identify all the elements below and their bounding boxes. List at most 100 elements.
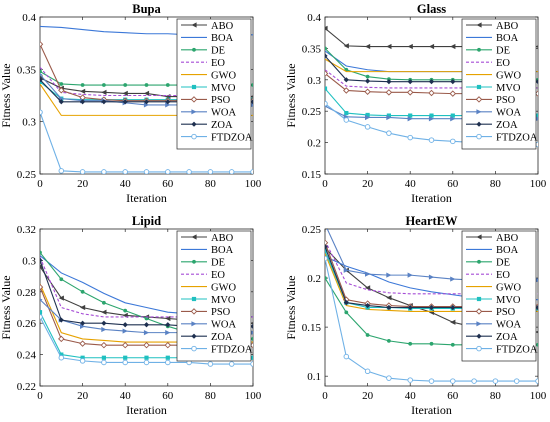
data-point-zoa <box>343 77 349 83</box>
data-point-woa <box>343 267 349 273</box>
data-point-mvo <box>59 352 64 357</box>
x-tick-label: 40 <box>405 178 417 190</box>
data-point-de <box>144 316 149 321</box>
legend-box <box>176 230 252 362</box>
x-axis-label: Iteration <box>126 403 167 417</box>
data-point-de <box>251 337 253 341</box>
data-point-de <box>123 83 128 87</box>
x-tick-label: 60 <box>162 390 174 402</box>
data-point-ftdzoa <box>40 314 43 320</box>
data-point-pso <box>100 341 108 349</box>
legend-label-de: DE <box>496 258 510 269</box>
data-point-mvo <box>450 113 455 118</box>
data-point-abo <box>407 43 413 50</box>
data-point-abo <box>250 95 253 98</box>
data-point-ftdzoa <box>471 378 477 384</box>
data-point-zoa <box>165 322 171 328</box>
chart-panel-bupa: Bupa Fitness Value Iteration 0 20 40 60 80 10… <box>0 2 262 205</box>
data-point-mvo <box>40 310 43 315</box>
legend-marker-de <box>477 259 481 264</box>
legend-label-zoa: ZOA <box>211 332 233 343</box>
legend-label-de: DE <box>211 46 225 57</box>
data-point-zoa <box>325 53 328 59</box>
legend-label-mvo: MVO <box>496 295 521 306</box>
data-point-pso <box>428 89 435 97</box>
y-tick-label: 0.15 <box>302 169 322 181</box>
data-point-ftdzoa <box>143 359 150 366</box>
legend-marker-woa <box>191 321 197 327</box>
data-point-de <box>325 46 327 51</box>
legend-marker-pso <box>475 308 483 315</box>
legend-label-de: DE <box>211 258 225 269</box>
legend-label-gwo: GWO <box>211 70 236 81</box>
x-tick-label: 60 <box>162 178 174 190</box>
data-point-pso <box>40 40 44 48</box>
data-point-de <box>365 333 370 337</box>
legend-box <box>176 18 252 150</box>
legend-label-mvo: MVO <box>211 295 236 306</box>
legend-label-ftdzoa: FTDZOA <box>496 344 538 355</box>
y-tick-label: 0.35 <box>302 43 322 55</box>
legend-label-woa: WOA <box>211 108 236 119</box>
y-tick-label: 0.3 <box>22 117 36 129</box>
data-point-abo <box>80 88 86 94</box>
data-point-mvo <box>80 355 85 360</box>
x-tick-label: 40 <box>120 178 132 190</box>
legend-marker-zoa <box>191 333 197 339</box>
x-axis-label: Iteration <box>411 403 452 417</box>
data-point-woa <box>407 272 413 278</box>
data-point-ftdzoa <box>40 109 43 115</box>
legend-box <box>461 230 537 362</box>
y-tick-label: 0.2 <box>307 138 321 150</box>
data-point-mvo <box>101 355 106 360</box>
data-point-abo <box>535 45 538 48</box>
x-tick-label: 100 <box>530 390 547 402</box>
data-point-woa <box>40 73 43 76</box>
data-point-ftdzoa <box>428 378 435 384</box>
x-tick-label: 0 <box>322 178 328 190</box>
legend-label-woa: WOA <box>496 108 521 119</box>
y-tick-label: 0.35 <box>17 64 37 76</box>
y-tick-label: 0.4 <box>307 12 321 24</box>
y-tick-label: 0.25 <box>302 224 322 236</box>
legend-label-woa: WOA <box>211 320 236 331</box>
x-tick-label: 40 <box>120 390 132 402</box>
chart-title: Bupa <box>132 2 161 16</box>
legend-marker-de <box>477 47 481 52</box>
data-point-zoa <box>40 77 43 83</box>
y-tick-label: 0.4 <box>22 12 36 24</box>
data-point-ftdzoa <box>207 169 214 174</box>
data-point-ftdzoa <box>58 354 65 361</box>
data-point-mvo <box>40 79 43 84</box>
legend-label-mvo: MVO <box>496 83 521 94</box>
chart-title: Glass <box>417 2 446 16</box>
legend-label-abo: ABO <box>496 21 519 32</box>
y-axis-label: Fitness Value <box>284 63 298 127</box>
data-point-ftdzoa <box>428 137 435 143</box>
x-tick-label: 100 <box>530 178 547 190</box>
data-point-woa <box>40 298 43 301</box>
legend-label-eo: EO <box>211 58 225 69</box>
data-point-zoa <box>535 304 538 311</box>
legend-marker-ftdzoa <box>191 345 197 352</box>
data-point-zoa <box>407 304 413 311</box>
data-point-mvo <box>123 355 128 360</box>
data-point-zoa <box>143 99 150 105</box>
data-point-ftdzoa <box>492 378 499 384</box>
data-point-abo <box>365 43 371 50</box>
legend-box <box>461 18 537 150</box>
legend-label-boa: BOA <box>496 245 519 256</box>
x-tick-label: 20 <box>362 390 374 402</box>
data-point-woa <box>101 326 107 333</box>
data-point-ftdzoa <box>101 359 107 366</box>
data-point-de <box>344 310 349 315</box>
data-point-abo <box>343 43 349 49</box>
data-point-de <box>387 338 391 343</box>
series-line-eo <box>40 66 253 97</box>
data-point-ftdzoa <box>207 361 214 367</box>
x-tick-label: 0 <box>37 178 43 190</box>
data-point-ftdzoa <box>101 169 107 174</box>
y-tick-label: 0.1 <box>307 371 321 383</box>
data-point-zoa <box>407 79 413 85</box>
